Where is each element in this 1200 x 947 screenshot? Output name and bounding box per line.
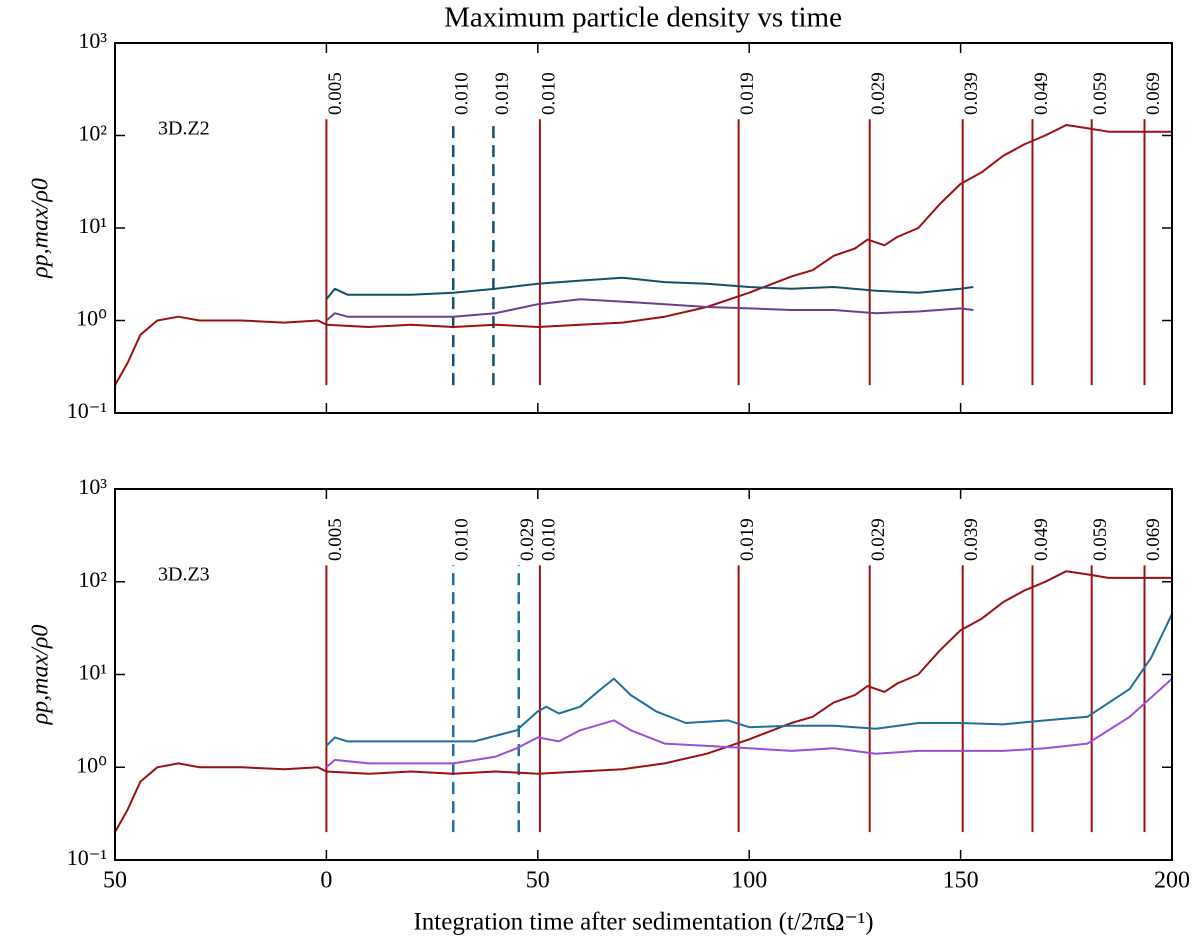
marker-label: 0.049 (1031, 518, 1052, 561)
marker-label: 0.059 (1090, 72, 1111, 115)
marker-label: 0.010 (538, 518, 559, 561)
plot-frame (114, 488, 1173, 861)
y-tick-label: 10⁰ (76, 306, 107, 331)
y-tick-label: 10³ (78, 28, 107, 53)
panel-label: 3D.Z2 (158, 118, 210, 140)
y-tick-label: 10⁻¹ (67, 845, 107, 870)
marker-label: 0.019 (737, 72, 758, 115)
chart-title: Maximum particle density vs time (444, 2, 842, 34)
series-line (325, 298, 974, 322)
marker-label: 0.029 (868, 72, 889, 115)
marker-label: 0.039 (961, 72, 982, 115)
series-line (114, 124, 1172, 386)
marker-label: 0.029 (868, 518, 889, 561)
marker-label: 0.039 (961, 518, 982, 561)
x-tick-label: 150 (943, 868, 979, 894)
series-line (325, 276, 974, 300)
series-line (114, 570, 1172, 833)
marker-label: 0.010 (452, 72, 473, 115)
x-tick-label: 100 (731, 868, 767, 894)
marker-label: 0.029 (517, 518, 538, 561)
y-axis-label: ρp,max/ρ0 (28, 625, 54, 726)
marker-label: 0.049 (1031, 72, 1052, 115)
y-tick-label: 10¹ (78, 213, 107, 238)
marker-label: 0.069 (1143, 518, 1164, 561)
marker-label: 0.069 (1143, 72, 1164, 115)
marker-label: 0.019 (492, 72, 513, 115)
y-tick-label: 10³ (78, 474, 107, 499)
y-tick-label: 10⁻¹ (67, 398, 107, 423)
y-tick-label: 10⁰ (76, 752, 107, 777)
y-tick-label: 10² (78, 121, 107, 146)
y-tick-label: 10¹ (78, 660, 107, 685)
x-tick-label: 200 (1154, 868, 1190, 894)
x-tick-label: 50 (526, 868, 550, 894)
marker-label: 0.005 (325, 518, 346, 561)
marker-label: 0.005 (325, 72, 346, 115)
y-axis-label: ρp,max/ρ0 (28, 178, 54, 279)
marker-label: 0.019 (737, 518, 758, 561)
series-line (325, 613, 1173, 747)
panel-label: 3D.Z3 (158, 564, 210, 586)
marker-label: 0.059 (1090, 518, 1111, 561)
marker-label: 0.010 (538, 72, 559, 115)
y-tick-label: 10² (78, 567, 107, 592)
marker-label: 0.010 (452, 518, 473, 561)
x-tick-label: 0 (320, 868, 332, 894)
series-line (325, 677, 1173, 769)
plot-frame (114, 42, 1173, 414)
x-axis-label: Integration time after sedimentation (t/… (413, 909, 873, 936)
x-tick-label: 50 (103, 868, 127, 894)
